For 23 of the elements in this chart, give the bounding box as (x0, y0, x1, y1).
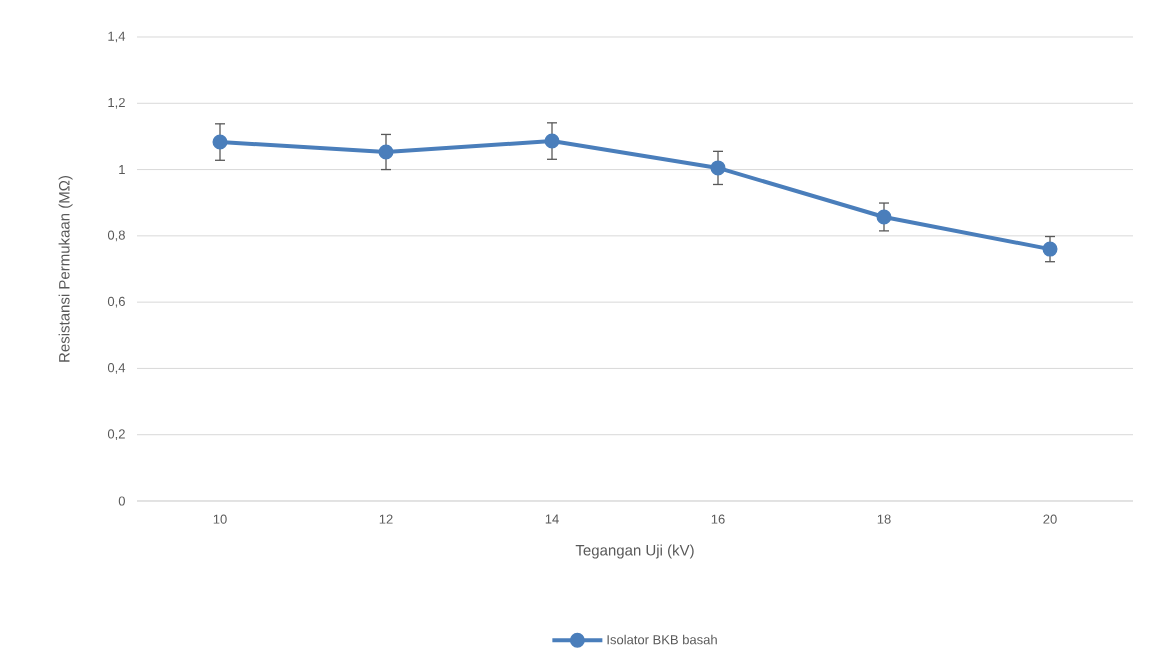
point (710, 160, 726, 176)
x-tick-label: 10 (213, 514, 227, 524)
y-tick-label: 0,4 (107, 363, 126, 374)
y-tick-label: 1,4 (108, 31, 126, 43)
y-axis-title: Resistansi Permukaan (MΩ) (58, 175, 73, 362)
point (1042, 241, 1058, 257)
x-tick-label: 14 (545, 514, 559, 524)
x-tick-label: 18 (877, 514, 891, 524)
y-tick-label: 0,2 (107, 429, 125, 441)
point (544, 133, 560, 149)
x-tick-label: 12 (379, 514, 393, 524)
legend-label: Isolator BKB basah (607, 634, 717, 645)
point (212, 134, 228, 150)
y-tick-label: 1 (119, 165, 125, 175)
x-axis-title: Tegangan Uji (kV) (575, 544, 694, 559)
x-tick-label: 16 (711, 514, 725, 524)
y-tick-label: 0 (118, 496, 125, 506)
y-tick-label: 0,6 (107, 296, 125, 308)
y-tick-label: 0,8 (107, 230, 125, 242)
point (378, 144, 394, 160)
x-tick-label: 20 (1043, 514, 1057, 524)
y-tick-label: 1,2 (108, 97, 125, 109)
point (876, 209, 892, 225)
